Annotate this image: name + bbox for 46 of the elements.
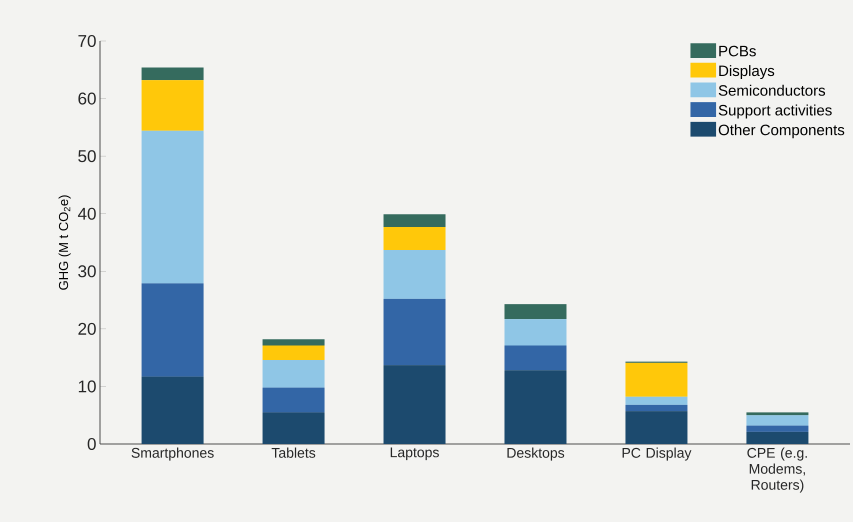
legend-label: PCBs bbox=[719, 46, 756, 56]
bar bbox=[746, 426, 808, 432]
bar bbox=[746, 432, 808, 444]
bar bbox=[384, 226, 446, 250]
y-tick-label: 50 bbox=[78, 150, 96, 162]
y-tick-label: 30 bbox=[78, 265, 96, 278]
bar bbox=[504, 370, 566, 444]
bar bbox=[262, 388, 325, 412]
y-tick-label: 10 bbox=[78, 380, 96, 392]
bar bbox=[504, 346, 566, 370]
bar bbox=[625, 411, 688, 444]
y-axis-title: GHG (M t CO$_{2}$e) bbox=[58, 195, 71, 290]
bar bbox=[142, 80, 204, 131]
legend-label: Other Components bbox=[718, 124, 844, 138]
bar bbox=[262, 346, 325, 360]
y-tick-label: 60 bbox=[78, 92, 96, 105]
x-tick-label: PC Display bbox=[622, 448, 692, 461]
bar bbox=[384, 250, 446, 299]
bar bbox=[262, 360, 325, 388]
y-tick-label: 20 bbox=[78, 322, 96, 335]
bar bbox=[504, 304, 566, 320]
x-tick-label: Tablets bbox=[272, 448, 316, 458]
y-tick-label: 40 bbox=[78, 208, 96, 220]
y-tick-label: 70 bbox=[78, 34, 96, 48]
bar bbox=[504, 319, 566, 346]
bar bbox=[142, 376, 204, 444]
bar bbox=[142, 130, 204, 284]
bar bbox=[625, 404, 688, 412]
legend-label: Semiconductors bbox=[718, 84, 826, 96]
bar bbox=[384, 214, 446, 227]
bar bbox=[746, 415, 808, 426]
legend-label: Support activities bbox=[718, 104, 832, 118]
bar bbox=[142, 67, 204, 80]
x-tick-label: Smartphones bbox=[132, 448, 214, 461]
x-tick-label: CPE (e.g. Modems, Routers) bbox=[747, 448, 807, 493]
x-tick-label: Desktops bbox=[507, 448, 564, 461]
legend-label: Displays bbox=[719, 65, 774, 80]
bar bbox=[384, 298, 446, 366]
bar bbox=[262, 412, 325, 444]
bar bbox=[625, 396, 688, 405]
bar bbox=[384, 365, 446, 444]
y-tick-label: 0 bbox=[88, 438, 96, 450]
bar bbox=[625, 362, 688, 397]
bar bbox=[142, 283, 204, 377]
x-tick-label: Laptops bbox=[390, 448, 439, 460]
bar bbox=[262, 339, 325, 346]
